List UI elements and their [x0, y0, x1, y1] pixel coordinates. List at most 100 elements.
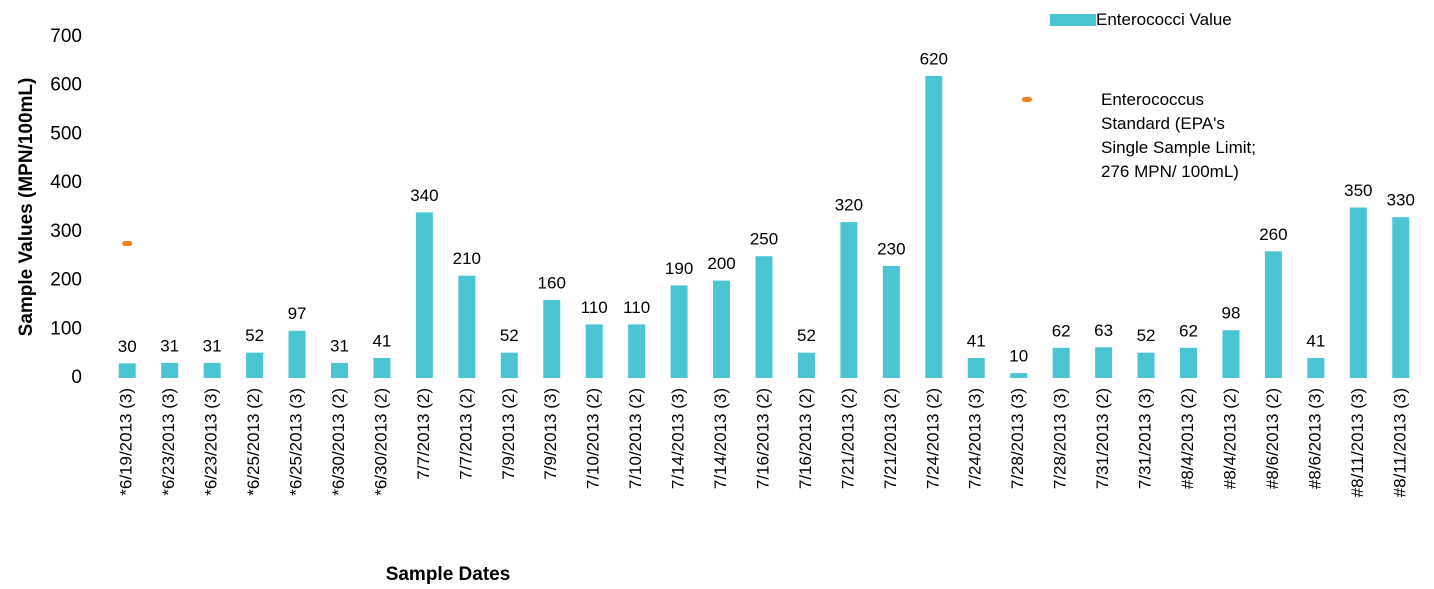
- data-label: 350: [1344, 181, 1372, 200]
- x-tick-label: 7/10/2013 (2): [584, 388, 603, 489]
- x-tick-label: 7/10/2013 (2): [626, 388, 645, 489]
- data-label: 620: [920, 49, 948, 68]
- data-label: 110: [623, 298, 650, 317]
- bar: [1349, 207, 1367, 378]
- y-axis-label: Sample Values (MPN/100mL): [16, 78, 37, 337]
- bar: [1307, 358, 1325, 378]
- bar: [161, 362, 179, 378]
- y-tick-label: 200: [50, 270, 82, 291]
- legend-label: Enterococci Value: [1096, 10, 1232, 29]
- data-label: 330: [1387, 191, 1415, 210]
- bar: [1392, 217, 1410, 378]
- bar: [288, 330, 306, 378]
- x-tick-label: #8/11/2013 (3): [1390, 388, 1409, 497]
- legend-swatch: [1022, 97, 1032, 102]
- bar: [628, 324, 646, 378]
- data-label: 41: [967, 332, 986, 351]
- x-tick-label: 7/9/2013 (3): [541, 388, 560, 480]
- bar: [118, 363, 136, 378]
- x-tick-label: 7/14/2013 (3): [669, 388, 688, 489]
- x-tick-label: 7/16/2013 (2): [796, 388, 815, 489]
- x-tick-label: *6/25/2013 (2): [244, 388, 263, 496]
- x-tick-label: 7/21/2013 (2): [881, 388, 900, 489]
- bar: [713, 280, 731, 378]
- x-tick-label: *6/30/2013 (2): [371, 388, 390, 496]
- x-tick-label: 7/16/2013 (2): [753, 388, 772, 489]
- point: [122, 241, 133, 247]
- bar: [1264, 251, 1282, 378]
- x-tick-label: 7/28/2013 (3): [1008, 388, 1027, 489]
- x-tick-label: 7/31/2013 (3): [1136, 388, 1155, 489]
- x-tick-label: 7/28/2013 (3): [1051, 388, 1070, 489]
- bar: [840, 222, 858, 378]
- x-tick-label: *6/30/2013 (2): [329, 388, 348, 496]
- bar: [246, 352, 264, 378]
- bar: [967, 358, 985, 378]
- data-label: 62: [1179, 321, 1198, 340]
- data-label: 52: [797, 326, 816, 345]
- bar: [500, 352, 518, 378]
- bar: [1180, 347, 1198, 378]
- bar: [1010, 373, 1028, 378]
- bar: [373, 358, 391, 378]
- x-tick-label: *6/25/2013 (3): [287, 388, 306, 496]
- data-label: 52: [500, 326, 519, 345]
- legend-point: Enterococcus Standard (EPA's Single Samp…: [1020, 88, 1260, 184]
- x-tick-label: 7/7/2013 (2): [414, 388, 433, 480]
- data-label: 41: [372, 332, 391, 351]
- data-label: 110: [581, 298, 608, 317]
- x-tick-label: 7/24/2013 (3): [966, 388, 985, 489]
- data-label: 52: [1137, 326, 1156, 345]
- data-label: 320: [835, 196, 863, 215]
- bar: [925, 75, 943, 378]
- x-tick-label: 7/7/2013 (2): [456, 388, 475, 480]
- bar: [1222, 330, 1240, 378]
- x-tick-label: *6/23/2013 (3): [202, 388, 221, 496]
- data-label: 41: [1306, 332, 1325, 351]
- data-label: 30: [118, 337, 137, 356]
- y-tick-label: 0: [71, 367, 82, 388]
- bar: [882, 265, 900, 378]
- data-label: 250: [750, 230, 778, 249]
- y-tick-label: 400: [50, 172, 82, 193]
- x-tick-label: 7/24/2013 (2): [923, 388, 942, 489]
- data-label: 210: [453, 249, 481, 268]
- bar: [330, 362, 348, 378]
- data-label: 52: [245, 326, 264, 345]
- bar: [203, 362, 221, 378]
- x-tick-label: #8/4/2013 (2): [1220, 388, 1239, 489]
- data-label: 160: [538, 274, 566, 293]
- data-label: 98: [1222, 304, 1241, 323]
- bar: [1095, 347, 1113, 378]
- bar: [755, 256, 773, 378]
- x-tick-label: #8/6/2013 (3): [1305, 388, 1324, 489]
- data-label: 31: [160, 336, 179, 355]
- data-label: 31: [330, 336, 349, 355]
- data-label: 200: [707, 254, 735, 273]
- bar: [543, 300, 561, 378]
- legend-bar: Enterococci Value: [1050, 8, 1232, 32]
- x-tick-label: 7/14/2013 (3): [711, 388, 730, 489]
- data-label: 260: [1259, 225, 1287, 244]
- bar: [670, 285, 688, 378]
- x-tick-label: 7/21/2013 (2): [838, 388, 857, 489]
- data-label: 31: [203, 336, 222, 355]
- x-tick-label: #8/6/2013 (2): [1263, 388, 1282, 489]
- y-tick-label: 300: [50, 221, 82, 242]
- y-tick-label: 600: [50, 75, 82, 96]
- data-label: 97: [288, 304, 307, 323]
- x-tick-label: #8/11/2013 (3): [1348, 388, 1367, 497]
- x-tick-label: *6/23/2013 (3): [159, 388, 178, 496]
- x-tick-label: 7/31/2013 (2): [1093, 388, 1112, 489]
- legend-label: Enterococcus Standard (EPA's Single Samp…: [1101, 90, 1256, 181]
- bar: [458, 275, 476, 378]
- y-tick-label: 500: [50, 123, 82, 144]
- data-label: 63: [1094, 321, 1113, 340]
- x-axis-label: Sample Dates: [386, 564, 511, 585]
- y-tick-label: 100: [50, 318, 82, 339]
- bar: [1137, 352, 1155, 378]
- x-tick-label: *6/19/2013 (3): [117, 388, 136, 496]
- bar: [1052, 347, 1070, 378]
